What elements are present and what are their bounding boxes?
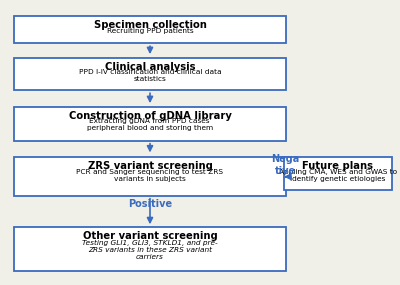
FancyBboxPatch shape xyxy=(14,16,286,43)
FancyBboxPatch shape xyxy=(14,157,286,196)
FancyBboxPatch shape xyxy=(14,58,286,91)
Text: PCR and Sanger sequencing to test ZRS
variants in subjects: PCR and Sanger sequencing to test ZRS va… xyxy=(76,169,224,182)
Text: Specimen collection: Specimen collection xyxy=(94,21,206,30)
Text: Clinical analysis: Clinical analysis xyxy=(105,62,195,72)
FancyBboxPatch shape xyxy=(14,107,286,141)
Text: Positive: Positive xyxy=(128,199,172,209)
Text: Construction of gDNA library: Construction of gDNA library xyxy=(68,111,232,121)
Text: Testing GLI1, GLI3, STKLD1, and pre-
ZRS variants in these ZRS variant
carriers: Testing GLI1, GLI3, STKLD1, and pre- ZRS… xyxy=(82,240,218,260)
Text: Nega
tive: Nega tive xyxy=(271,154,299,176)
FancyBboxPatch shape xyxy=(14,227,286,271)
Text: Future plans: Future plans xyxy=(302,162,374,172)
Text: Extracting gDNA from PPD cases'
peripheral blood and storing them: Extracting gDNA from PPD cases' peripher… xyxy=(87,118,213,131)
FancyBboxPatch shape xyxy=(284,157,392,190)
Text: Recruiting PPD patients: Recruiting PPD patients xyxy=(107,28,193,34)
Text: Other variant screening: Other variant screening xyxy=(83,231,217,241)
Text: PPD I-IV classification and clinical data
statistics: PPD I-IV classification and clinical dat… xyxy=(79,69,221,82)
Text: ZRS variant screening: ZRS variant screening xyxy=(88,162,212,172)
Text: Appling CMA, WES and GWAS to
identify genetic etiologies: Appling CMA, WES and GWAS to identify ge… xyxy=(279,169,397,182)
